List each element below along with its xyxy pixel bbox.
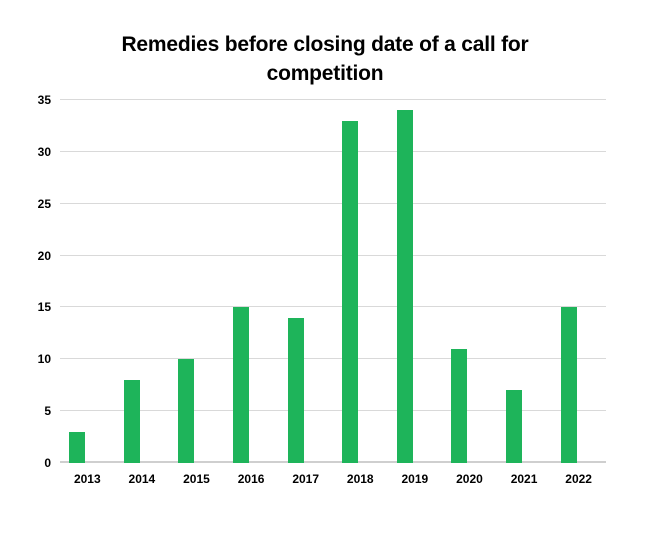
y-axis-tick-label-10: 10: [37, 352, 51, 367]
bar-2019: [396, 110, 413, 463]
bars-container: [60, 100, 606, 463]
y-axis-tick-label-35: 35: [37, 93, 51, 107]
x-axis-tick-label-2020: 2020: [456, 472, 483, 486]
gridline-15: [60, 306, 606, 308]
y-axis-tick-label-5: 5: [44, 404, 51, 419]
x-axis-tick-label-2019: 2019: [401, 472, 429, 486]
y-axis-tick-label-25: 25: [37, 196, 51, 211]
chart-title-line1: Remedies before closing date of a call f…: [121, 33, 529, 56]
gridline-5: [60, 410, 606, 412]
y-axis-tick-label-30: 30: [37, 144, 51, 159]
chart-title: Remedies before closing date of a call f…: [0, 30, 650, 88]
gridline-30: [60, 150, 606, 152]
x-axis-tick-label-2015: 2015: [183, 472, 210, 486]
x-axis-tick-label-2018: 2018: [346, 472, 374, 486]
bar-2018: [342, 120, 359, 463]
bar-2013: [69, 431, 86, 463]
gridline-10: [60, 358, 606, 360]
x-axis-tick-label-2021: 2021: [510, 472, 538, 486]
x-axis-line: [60, 461, 606, 463]
bar-2022: [560, 307, 577, 463]
bar-slot-2018: [333, 100, 388, 463]
y-axis-tick-label-0: 0: [44, 456, 51, 470]
bar-slot-2021: [497, 100, 552, 463]
bar-slot-2022: [551, 100, 606, 463]
bar-2015: [178, 359, 195, 463]
bar-slot-2013: [60, 100, 115, 463]
gridline-35: [60, 99, 606, 100]
plot-area: 0 5 10 15 20 25 30 35: [38, 94, 606, 469]
bar-slot-2017: [278, 100, 333, 463]
x-axis-tick-label-2017: 2017: [292, 472, 320, 486]
chart-title-line2: competition: [266, 62, 384, 85]
bar-2014: [123, 380, 140, 463]
y-axis-tick-label-20: 20: [37, 248, 51, 263]
x-axis-tick-label-2013: 2013: [73, 472, 101, 486]
bar-slot-2020: [442, 100, 497, 463]
bar-2020: [451, 348, 468, 463]
bar-slot-2019: [388, 100, 443, 463]
x-axis-tick-label-2014: 2014: [128, 472, 156, 486]
gridline-25: [60, 202, 606, 204]
x-axis-tick-label-2022: 2022: [565, 472, 592, 486]
bar-slot-2016: [224, 100, 279, 463]
x-axis-labels: 2013 2014 2015 2016 2017 2018 2019 2020 2021 2022: [60, 472, 606, 486]
x-axis-tick-label-2016: 2016: [237, 472, 265, 486]
bar-slot-2015: [169, 100, 224, 463]
gridline-20: [60, 254, 606, 256]
bar-slot-2014: [115, 100, 170, 463]
bar-2021: [506, 390, 523, 463]
bar-2016: [233, 307, 250, 463]
bar-2017: [287, 317, 304, 463]
y-axis-tick-label-15: 15: [37, 300, 51, 315]
